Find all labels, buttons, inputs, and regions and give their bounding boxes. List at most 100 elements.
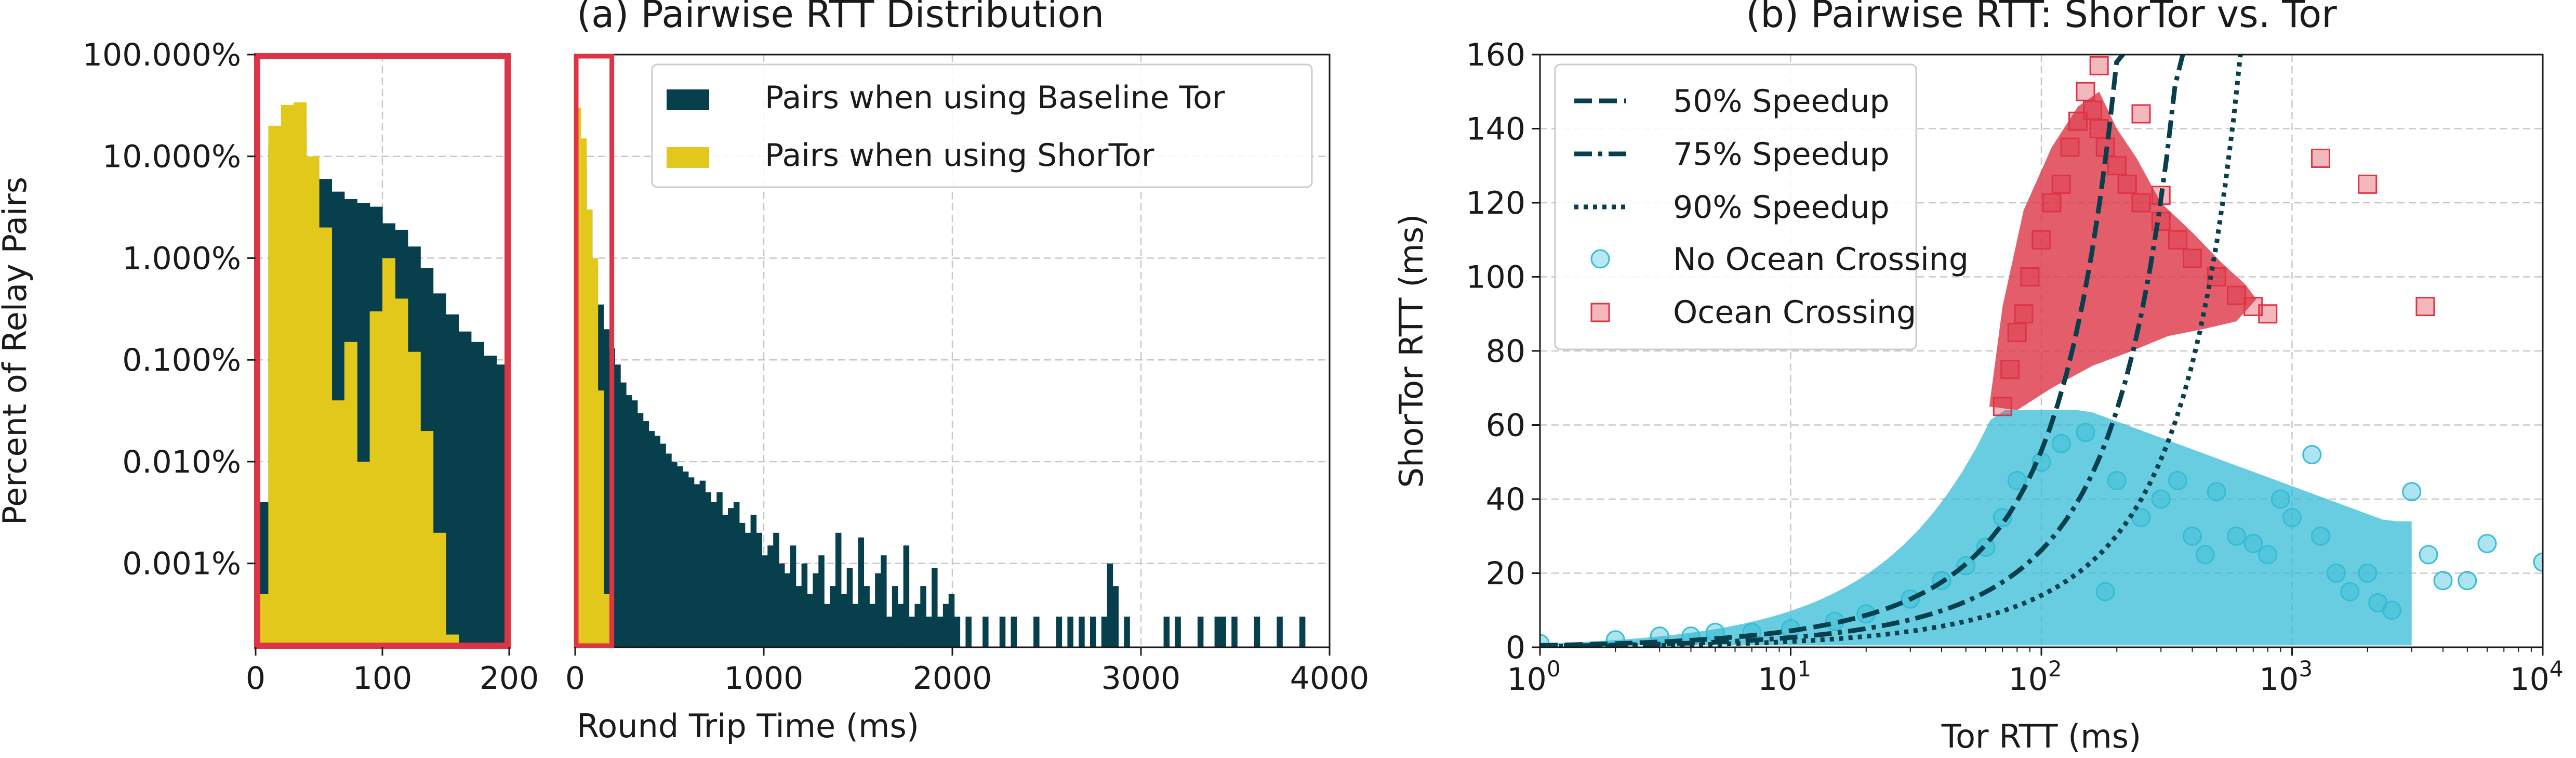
point-no-ocean [2533, 552, 2543, 572]
y-tick-label: 0.010% [122, 444, 241, 480]
legend-label-75-speedup: 75% Speedup [1673, 136, 1890, 173]
point-ocean [2311, 149, 2330, 168]
point-no-ocean [2326, 564, 2346, 583]
ocean-crossing-points [1993, 56, 2435, 416]
legend-swatch-shortor [667, 147, 709, 168]
bar-baseline [631, 400, 638, 647]
bar-baseline [897, 604, 904, 647]
point-no-ocean [2131, 508, 2151, 528]
panel-b-legend: 50% Speedup 75% Speedup 90% Speedup No O… [1554, 63, 1969, 350]
bar-baseline [750, 515, 757, 647]
panel-a-y-label: Percent of Relay Pairs [0, 177, 34, 525]
point-ocean [2051, 174, 2071, 194]
bar-baseline [807, 594, 813, 647]
bar-baseline [458, 331, 472, 647]
bar-baseline [909, 617, 915, 647]
point-ocean [2107, 156, 2127, 176]
panel-a-title: (a) Pairwise RTT Distribution [577, 0, 1104, 36]
y-tick-label: 100.000% [83, 37, 241, 73]
point-ocean [1993, 397, 2012, 416]
point-ocean [2014, 304, 2034, 324]
bar-baseline [699, 480, 706, 647]
bar-baseline [999, 617, 1006, 647]
bar-baseline [937, 617, 944, 647]
bar-baseline [762, 555, 768, 647]
speedup-line [1540, 55, 2243, 647]
bar-baseline [694, 484, 700, 647]
y-tick-label: 40 [1486, 481, 1525, 518]
bar-baseline [1033, 617, 1040, 647]
panel-a-full-highlight-box [574, 54, 615, 648]
bar-baseline [756, 532, 762, 647]
point-ocean [2358, 174, 2378, 194]
point-ocean [2000, 360, 2020, 380]
bar-baseline [677, 466, 683, 647]
y-tick-label: 1.000% [122, 240, 241, 277]
bar-shortor [407, 351, 421, 647]
bar-baseline [864, 586, 870, 647]
bar-baseline [914, 604, 921, 647]
bar-baseline [1220, 617, 1226, 647]
bar-baseline [795, 586, 802, 647]
y-tick-label: 0 [1506, 630, 1525, 666]
bar-baseline [830, 586, 836, 647]
x-tick-label: 0 [246, 660, 265, 697]
point-ocean [2042, 193, 2062, 213]
x-tick-label: 3000 [1101, 660, 1181, 697]
y-tick-label: 140 [1466, 111, 1525, 148]
bar-baseline [875, 573, 881, 647]
bar-baseline [1231, 617, 1238, 647]
panel-a-zoomed-shortor-bars [256, 102, 459, 648]
panel-b-y-label: ShorTor RTT (ms) [1392, 214, 1430, 488]
point-ocean [2168, 230, 2188, 250]
bar-baseline [1011, 617, 1017, 647]
legend-swatch-baseline [667, 89, 709, 110]
speedup-line [1540, 55, 2185, 647]
y-tick-label: 100 [1466, 259, 1525, 296]
bar-baseline [903, 545, 910, 647]
bar-shortor [306, 156, 320, 647]
point-no-ocean [2182, 526, 2202, 546]
bar-baseline [892, 586, 898, 647]
point-ocean [2182, 249, 2202, 268]
x-tick-label: 200 [480, 660, 539, 697]
y-tick-label: 160 [1466, 37, 1525, 73]
point-no-ocean [2107, 471, 2127, 490]
bar-shortor [603, 594, 609, 647]
bar-shortor [331, 400, 345, 647]
bar-baseline [1214, 617, 1221, 647]
bar-shortor [268, 125, 282, 647]
point-no-ocean [2243, 534, 2263, 553]
x-tick-label: 2000 [913, 660, 992, 697]
bar-baseline [471, 342, 484, 647]
point-no-ocean [2151, 489, 2171, 509]
bar-baseline [1124, 617, 1130, 647]
panel-b-title: (b) Pairwise RTT: ShorTor vs. Tor [1746, 0, 2337, 36]
panel-a-legend: Pairs when using Baseline Tor Pairs when… [651, 63, 1313, 188]
bar-baseline [1163, 617, 1170, 647]
panel-b: 0 20 40 60 80 100 120 140 160 100 101 102 103 104 50… [1466, 37, 2563, 698]
no-ocean-crossing-point-cloud [1540, 410, 2412, 646]
panel-b-point-clouds [1540, 92, 2412, 646]
panel-a-y-ticks: 100.000% 10.000% 1.000% 0.100% 0.010% 0.001% [83, 37, 256, 582]
point-no-ocean [2226, 526, 2246, 546]
y-tick-label: 80 [1486, 333, 1525, 370]
point-no-ocean [2168, 471, 2188, 490]
bar-baseline [705, 492, 711, 647]
point-ocean [2117, 174, 2137, 194]
point-ocean [2060, 137, 2080, 157]
panel-b-y-ticks: 0 20 40 60 80 100 120 140 160 [1466, 37, 1540, 666]
legend-marker-no-ocean [1590, 249, 1610, 269]
y-tick-label: 60 [1486, 408, 1525, 444]
x-tick-label: 100 [353, 660, 413, 697]
bar-baseline [739, 522, 746, 647]
bar-baseline [745, 532, 751, 647]
point-ocean [2020, 267, 2040, 286]
bar-baseline [801, 563, 808, 647]
panel-a-full: 0 1000 2000 3000 4000 Pairs when using Basel… [565, 54, 1369, 697]
x-tick-label: 1000 [724, 660, 804, 697]
bar-baseline [869, 604, 875, 647]
y-tick-label: 0.001% [122, 546, 241, 582]
point-no-ocean [2195, 545, 2215, 565]
